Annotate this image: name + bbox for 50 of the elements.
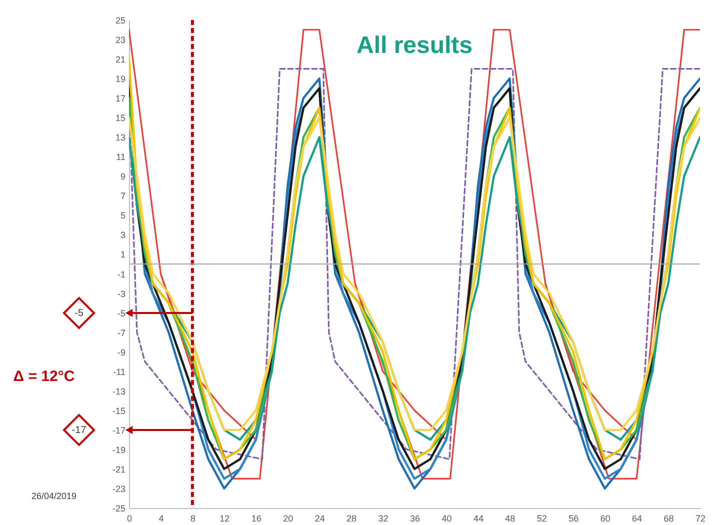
y-tick-label: 17 [115, 94, 126, 104]
x-tick-label: 52 [536, 514, 547, 524]
y-tick-label: 19 [115, 74, 126, 84]
y-tick-label: -25 [112, 504, 126, 514]
x-tick-label: 4 [158, 514, 164, 524]
y-tick-label: 15 [115, 113, 126, 124]
x-tick-label: 68 [664, 514, 674, 524]
y-tick-label: -5 [117, 308, 126, 318]
text: -17 [72, 425, 87, 436]
x-tick-label: 72 [695, 514, 706, 524]
x-tick-label: 56 [568, 514, 579, 524]
y-tick-label: 5 [120, 210, 126, 221]
y-tick-label: -1 [117, 269, 126, 280]
y-tick-label: -23 [112, 484, 126, 494]
x-tick-label: 16 [251, 514, 262, 524]
y-tick-label: -7 [117, 328, 126, 338]
y-tick-label: 13 [115, 132, 126, 143]
y-tick-label: -9 [117, 347, 126, 358]
y-tick-label: -13 [112, 386, 126, 396]
text: -5 [74, 308, 84, 319]
x-tick-label: 28 [346, 514, 357, 524]
text: Δ = 12°C [13, 368, 75, 385]
x-tick-label: 48 [505, 514, 516, 524]
y-tick-label: 11 [116, 152, 126, 162]
y-tick-label: 3 [120, 230, 126, 240]
y-tick-label: 9 [120, 172, 126, 182]
y-tick-label: -19 [112, 444, 126, 455]
x-tick-label: 32 [378, 514, 388, 524]
x-tick-label: 40 [442, 514, 452, 524]
x-tick-label: 8 [190, 514, 196, 524]
x-tick-label: 64 [632, 514, 642, 524]
y-tick-label: -15 [112, 406, 126, 416]
x-tick-label: 20 [283, 514, 294, 524]
y-tick-label: 23 [115, 35, 126, 46]
text: All results [356, 32, 473, 59]
x-tick-label: 0 [126, 514, 132, 524]
y-tick-label: 21 [115, 54, 126, 65]
y-tick-label: 25 [115, 16, 126, 26]
x-tick-label: 44 [473, 514, 484, 524]
x-tick-label: 12 [220, 514, 230, 524]
y-tick-label: -11 [113, 366, 126, 377]
y-tick-label: -3 [117, 288, 126, 299]
text: 26/04/2019 [31, 491, 77, 501]
x-tick-label: 36 [410, 514, 420, 524]
y-tick-label: -21 [112, 464, 126, 474]
y-tick-label: 1 [120, 250, 126, 260]
y-tick-label: 7 [120, 191, 126, 202]
x-tick-label: 60 [600, 514, 610, 524]
x-tick-label: 24 [314, 514, 325, 524]
y-tick-label: -17 [112, 425, 126, 436]
